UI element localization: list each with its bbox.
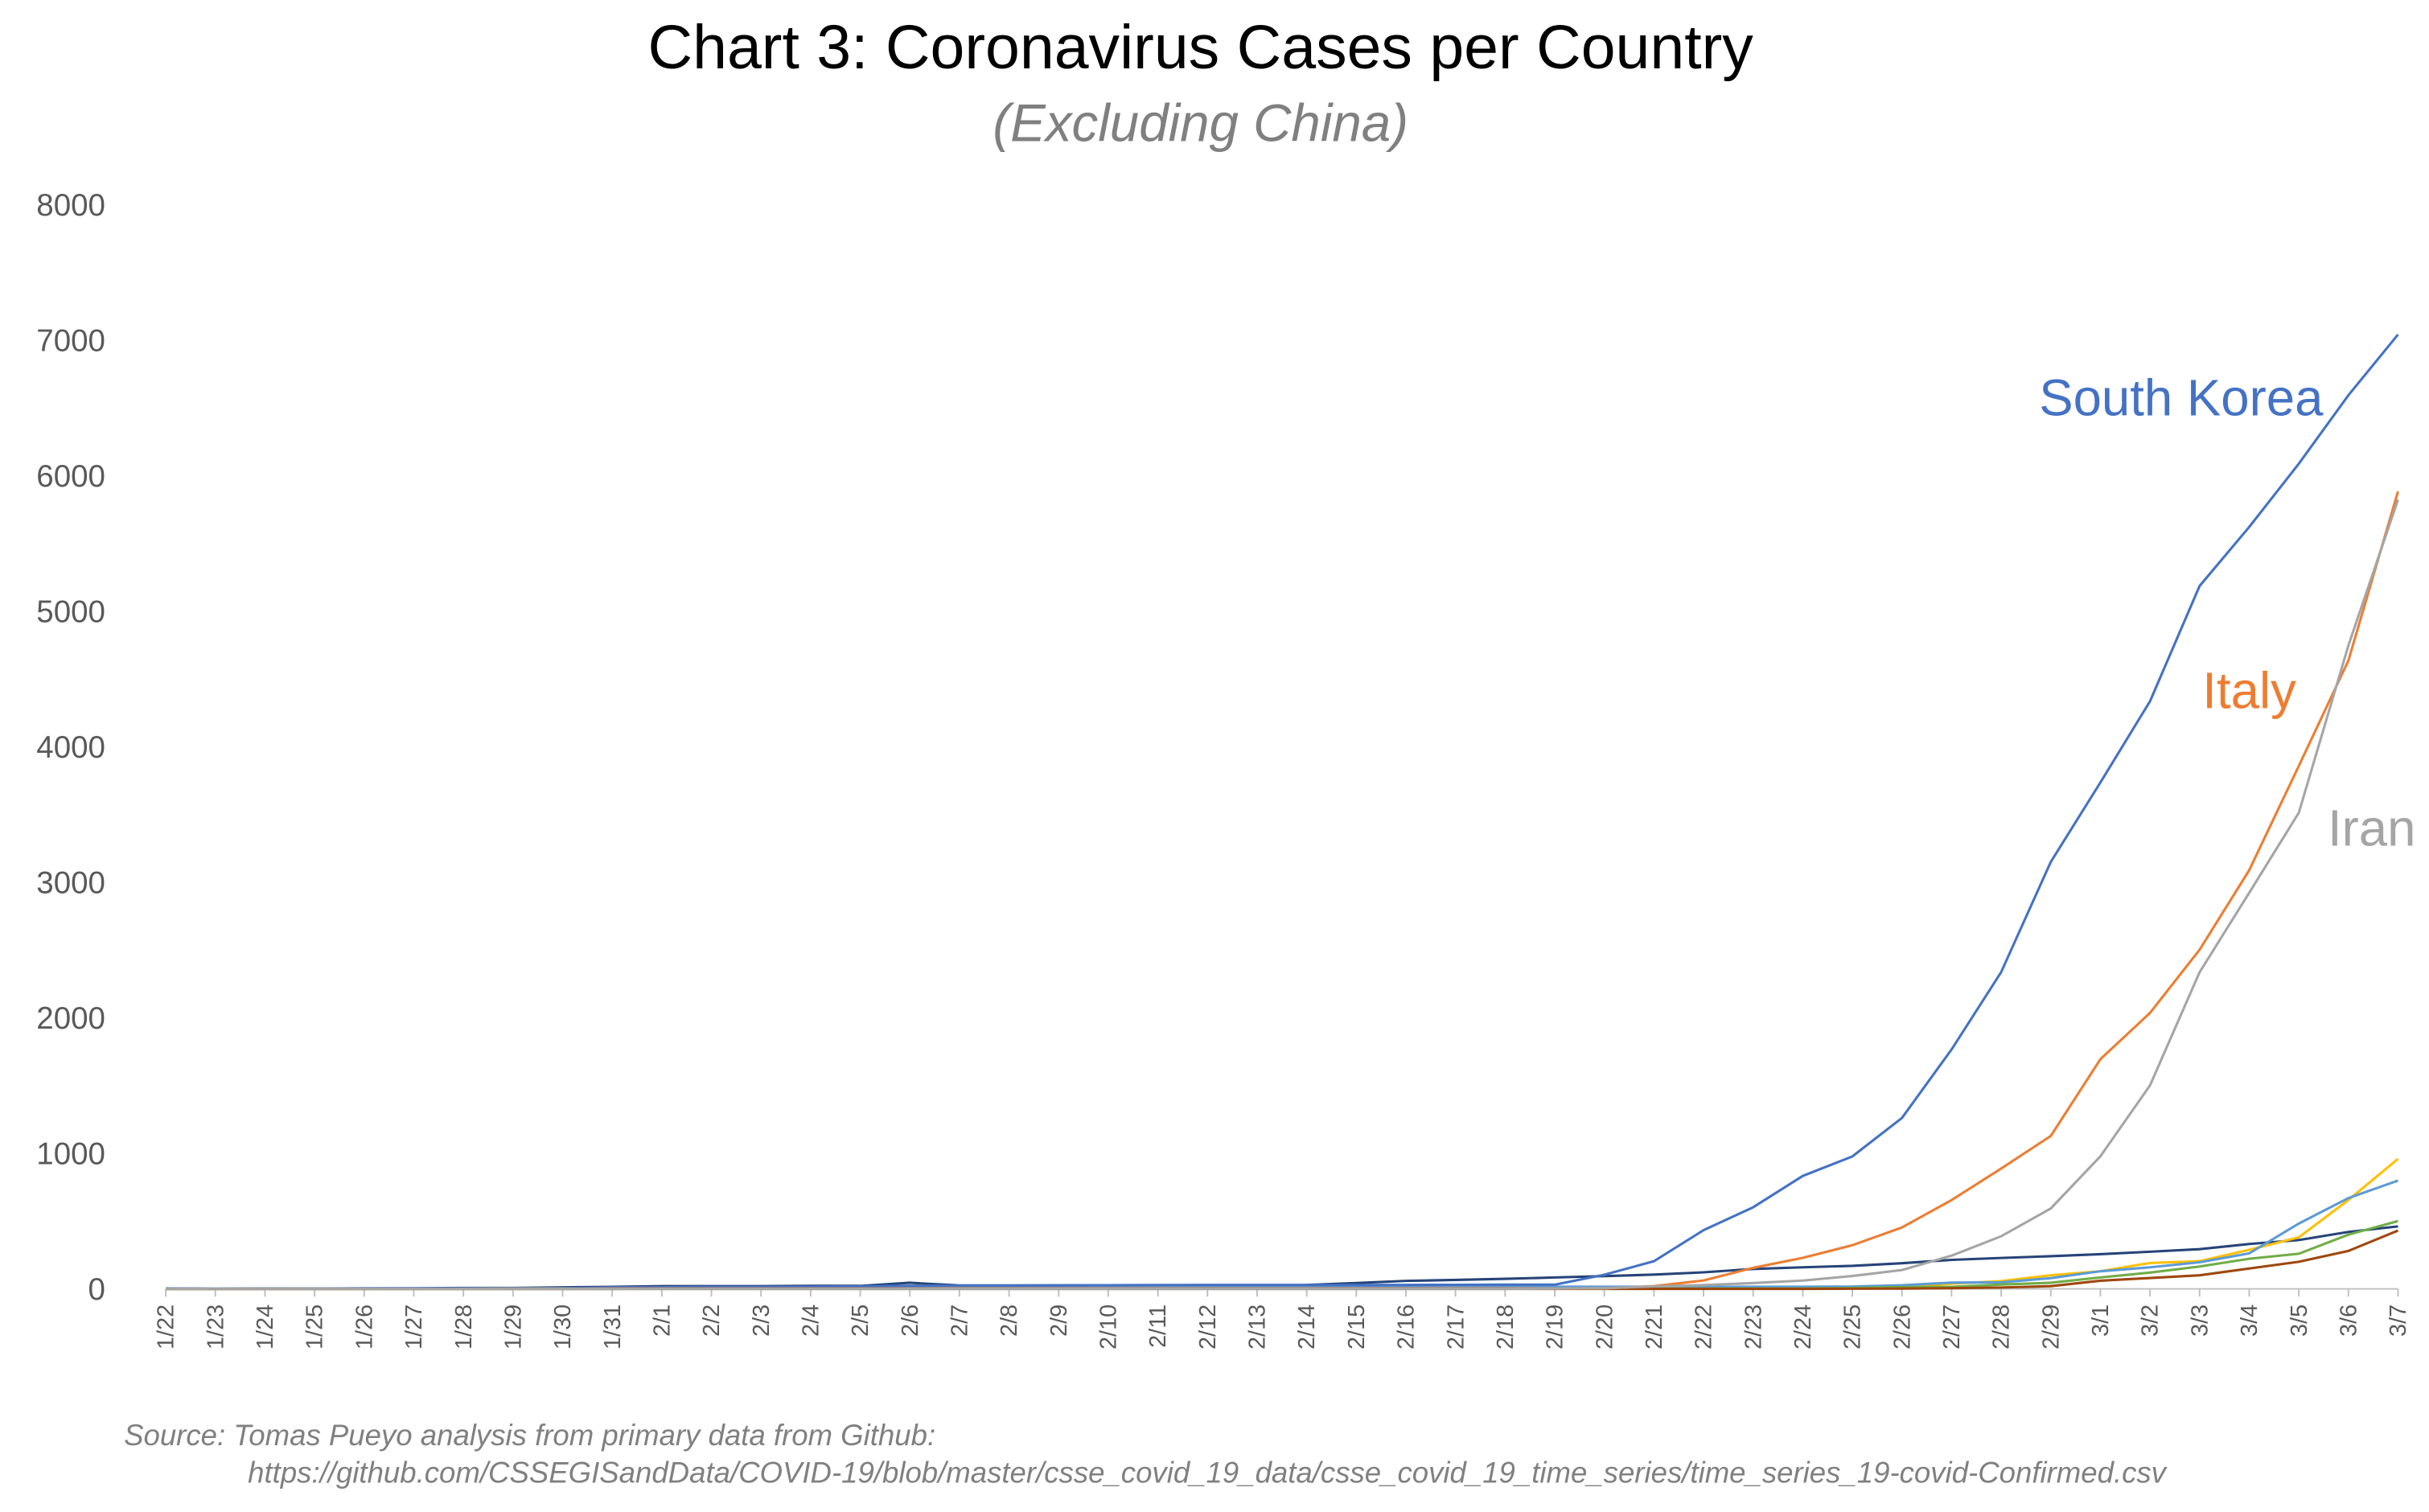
series-line bbox=[166, 1225, 2398, 1290]
x-tick-label: 2/25 bbox=[1840, 1305, 1866, 1350]
x-tick-label: 2/13 bbox=[1245, 1305, 1271, 1350]
x-tick-label: 1/27 bbox=[401, 1305, 427, 1350]
x-tick-label: 2/22 bbox=[1691, 1305, 1717, 1350]
y-tick-label: 6000 bbox=[36, 459, 105, 494]
x-tick-label: 2/17 bbox=[1443, 1305, 1469, 1350]
x-tick-label: 2/27 bbox=[1939, 1305, 1965, 1350]
x-tick-label: 2/5 bbox=[848, 1305, 873, 1337]
x-tick-label: 2/15 bbox=[1344, 1305, 1370, 1350]
x-tick-label: 1/24 bbox=[253, 1305, 278, 1350]
series-line bbox=[166, 333, 2399, 1290]
x-tick-label: 1/31 bbox=[600, 1305, 626, 1350]
x-tick-label: 2/11 bbox=[1145, 1305, 1171, 1348]
y-tick-label: 7000 bbox=[36, 323, 105, 358]
series-line bbox=[166, 491, 2399, 1291]
x-tick-label: 2/1 bbox=[649, 1305, 675, 1337]
x-tick-label: 2/24 bbox=[1790, 1305, 1816, 1350]
chart-subtitle: (Excluding China) bbox=[993, 93, 1408, 152]
series-label: South Korea bbox=[2039, 369, 2324, 426]
y-tick-label: 4000 bbox=[36, 730, 105, 765]
x-tick-label: 2/6 bbox=[898, 1305, 923, 1337]
x-tick-label: 1/23 bbox=[203, 1305, 228, 1350]
chart-title: Chart 3: Coronavirus Cases per Country bbox=[648, 13, 1754, 82]
x-tick-label: 2/8 bbox=[997, 1305, 1022, 1337]
y-tick-label: 3000 bbox=[36, 865, 105, 900]
x-tick-label: 3/7 bbox=[2386, 1305, 2411, 1337]
x-tick-label: 2/9 bbox=[1046, 1305, 1072, 1337]
y-tick-label: 8000 bbox=[36, 188, 105, 223]
x-tick-label: 3/2 bbox=[2138, 1305, 2164, 1337]
series-line bbox=[166, 499, 2399, 1291]
series-label: Italy bbox=[2202, 662, 2296, 719]
x-tick-label: 2/14 bbox=[1294, 1305, 1320, 1350]
y-tick-label: 2000 bbox=[36, 1001, 105, 1036]
series-line bbox=[166, 1157, 2399, 1291]
x-tick-label: 3/4 bbox=[2237, 1305, 2263, 1337]
x-tick-label: 2/12 bbox=[1195, 1305, 1221, 1350]
x-tick-label: 1/26 bbox=[351, 1305, 377, 1350]
x-tick-label: 2/28 bbox=[1989, 1305, 2015, 1350]
y-tick-label: 0 bbox=[88, 1272, 105, 1307]
x-tick-label: 3/3 bbox=[2187, 1305, 2213, 1337]
series-label: Iran bbox=[2328, 800, 2416, 857]
x-tick-label: 2/18 bbox=[1493, 1305, 1519, 1350]
x-tick-label: 1/28 bbox=[451, 1305, 477, 1350]
y-tick-label: 5000 bbox=[36, 594, 105, 629]
x-tick-label: 3/5 bbox=[2287, 1305, 2312, 1337]
x-tick-label: 2/16 bbox=[1394, 1305, 1420, 1350]
source-line: Source: Tomas Pueyo analysis from primar… bbox=[124, 1419, 935, 1452]
x-tick-label: 1/29 bbox=[500, 1305, 526, 1350]
x-tick-label: 1/22 bbox=[154, 1305, 179, 1350]
x-tick-label: 2/29 bbox=[2038, 1305, 2064, 1350]
x-tick-label: 2/10 bbox=[1096, 1305, 1122, 1350]
x-tick-label: 2/7 bbox=[947, 1305, 973, 1337]
x-tick-label: 2/21 bbox=[1642, 1305, 1667, 1350]
x-tick-label: 2/20 bbox=[1592, 1305, 1617, 1350]
x-tick-label: 1/25 bbox=[302, 1305, 328, 1350]
source-url: https://github.com/CSSEGISandData/COVID-… bbox=[248, 1456, 2168, 1489]
x-tick-label: 2/23 bbox=[1741, 1305, 1766, 1350]
series-line bbox=[166, 1229, 2399, 1291]
x-tick-label: 3/1 bbox=[2088, 1305, 2114, 1337]
y-tick-label: 1000 bbox=[36, 1137, 105, 1172]
x-tick-label: 2/3 bbox=[749, 1305, 775, 1337]
x-tick-label: 2/2 bbox=[699, 1305, 725, 1337]
x-tick-label: 2/4 bbox=[798, 1305, 824, 1337]
x-tick-label: 3/6 bbox=[2336, 1305, 2361, 1337]
x-tick-label: 2/26 bbox=[1889, 1305, 1915, 1350]
x-tick-label: 1/30 bbox=[550, 1305, 576, 1350]
x-tick-label: 2/19 bbox=[1543, 1305, 1568, 1350]
